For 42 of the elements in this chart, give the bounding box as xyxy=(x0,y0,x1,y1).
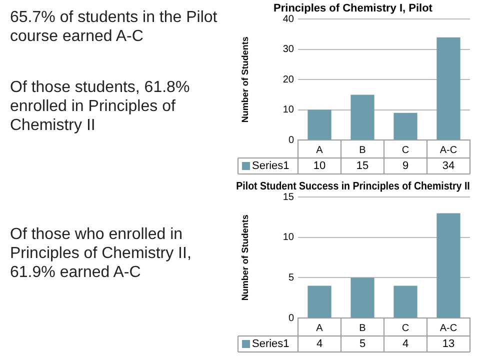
chart-title: Pilot Student Success in Principles of Chemistry II xyxy=(236,181,470,193)
text: Of those students, 61.8% enrolled in Principles of Chemistry II xyxy=(10,78,191,135)
bar xyxy=(350,278,374,318)
bar xyxy=(350,94,374,140)
bar xyxy=(308,286,332,318)
x-tick-label: B xyxy=(359,144,366,156)
text: 65.7% of students in the Pilot course earned A-C xyxy=(10,8,218,46)
x-tick-label: B xyxy=(359,322,366,334)
data-label: 5 xyxy=(359,338,366,350)
chart-title: Principles of Chemistry I, Pilot xyxy=(274,2,433,15)
bar xyxy=(436,37,460,140)
legend-label: Series1 xyxy=(252,160,290,172)
text: Of those who enrolled in Principles of Chemistry II, 61.9% earned A-C xyxy=(10,225,192,282)
x-tick-label: C xyxy=(402,322,410,334)
bar xyxy=(308,110,332,140)
y-tick-label: 10 xyxy=(282,232,294,244)
data-label: 15 xyxy=(356,160,369,172)
bar xyxy=(394,112,418,140)
y-axis-title: Number of Students xyxy=(240,214,250,301)
legend-label: Series1 xyxy=(252,338,290,350)
data-label: 9 xyxy=(402,160,409,172)
y-tick-label: 5 xyxy=(288,272,294,284)
x-tick-label: A xyxy=(316,322,324,334)
x-tick-label: C xyxy=(402,144,410,156)
x-tick-label: A-C xyxy=(440,322,458,334)
data-label: 4 xyxy=(316,338,323,350)
y-tick-label: 40 xyxy=(282,14,294,25)
x-tick-label: A xyxy=(316,144,324,156)
data-label: 34 xyxy=(442,160,455,172)
y-tick-label: 10 xyxy=(282,104,294,116)
y-tick-label: 0 xyxy=(288,134,294,146)
data-label: 4 xyxy=(402,338,409,350)
y-tick-label: 15 xyxy=(282,192,294,203)
bar xyxy=(436,213,460,318)
y-tick-label: 30 xyxy=(282,44,294,56)
y-tick-label: 0 xyxy=(288,312,294,324)
y-axis-title: Number of Students xyxy=(240,36,250,123)
y-tick-label: 20 xyxy=(282,74,294,86)
data-label: 10 xyxy=(313,160,326,172)
data-label: 13 xyxy=(442,338,455,350)
bar xyxy=(394,286,418,318)
x-tick-label: A-C xyxy=(440,144,458,156)
